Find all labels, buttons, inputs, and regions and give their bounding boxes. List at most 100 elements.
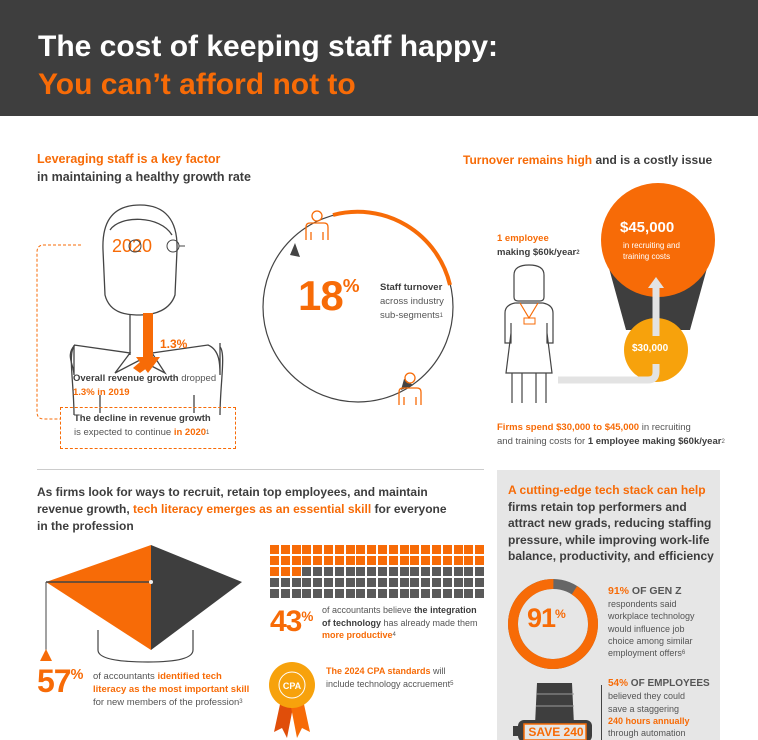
dashed-connector: [36, 244, 81, 420]
grid-cell: [334, 589, 344, 598]
grid-cell: [291, 556, 301, 565]
glasses-2020: 2020: [112, 236, 152, 256]
high-cost-value: $45,000: [620, 219, 675, 236]
grid-cell: [410, 567, 420, 576]
grid-cell: [313, 578, 323, 587]
grid-cell: [313, 567, 323, 576]
grid-cell: [345, 578, 355, 587]
grid-cell: [302, 556, 312, 565]
grid-cell: [377, 578, 387, 587]
grid-cell: [442, 567, 452, 576]
grid-cell: [431, 545, 441, 554]
grid-cell: [323, 545, 333, 554]
graduation-cap-icon: [40, 545, 242, 663]
grid-cell: [410, 545, 420, 554]
grid-cell: [475, 589, 485, 598]
grid-cell: [442, 589, 452, 598]
grid-cell: [270, 545, 279, 554]
grid-cell: [377, 545, 387, 554]
grid-cell: [410, 578, 420, 587]
tech-heading: As firms look for ways to recruit, retai…: [37, 485, 447, 533]
grid-cell: [291, 567, 301, 576]
grid-cell: [367, 545, 377, 554]
growth-heading-orange: Leveraging staff is a key factor: [37, 152, 221, 166]
grid-cell: [356, 589, 366, 598]
watch-display-text: SAVE 240: [528, 725, 584, 739]
grid-cell: [399, 545, 409, 554]
grid-cell: [345, 589, 355, 598]
grid-cell: [291, 545, 301, 554]
person-icon: [305, 210, 329, 240]
stat43-text: of accountants believe the integration o…: [322, 605, 478, 640]
stat57-value: 57%: [37, 663, 84, 699]
grid-cell: [388, 578, 398, 587]
grid-cell: [410, 589, 420, 598]
arrow-label: 1.3%: [160, 337, 188, 351]
grid-cell: [302, 589, 312, 598]
page-title: The cost of keeping staff happy:: [38, 30, 499, 63]
grid-cell: [377, 567, 387, 576]
grid-cell: [367, 567, 377, 576]
grid-cell: [421, 545, 431, 554]
grid-cell: [367, 556, 377, 565]
bracket-line: [601, 685, 602, 740]
grid-cell: [421, 589, 431, 598]
grid-cell: [356, 556, 366, 565]
grid-cell: [313, 545, 323, 554]
grid-cell: [442, 545, 452, 554]
low-cost-circle: [624, 318, 688, 382]
tech-stack-panel: [497, 470, 720, 740]
grid-cell: [453, 578, 463, 587]
grid-cell: [442, 556, 452, 565]
turnover-value: 18%: [298, 272, 360, 319]
grid-cell: [388, 545, 398, 554]
grid-cell: [323, 567, 333, 576]
grid-cell: [302, 567, 312, 576]
man-illustration: 2020: [69, 204, 224, 416]
grid-cell: [302, 545, 312, 554]
grid-cell: [453, 545, 463, 554]
employee-label: 1 employee making $60k/year2: [497, 233, 580, 258]
employees-text: 54% OF EMPLOYEES believed they could save…: [608, 678, 710, 739]
grid-cell: [464, 578, 474, 587]
grid-cell: [280, 589, 290, 598]
grid-cell: [475, 567, 485, 576]
grid-cell: [377, 556, 387, 565]
grid-cell: [291, 589, 301, 598]
grid-cell: [334, 556, 344, 565]
grid-cell: [388, 589, 398, 598]
grid-cell: [464, 545, 474, 554]
down-arrow-icon: [136, 313, 160, 373]
donut-value: 91%: [527, 603, 566, 633]
grid-cell: [334, 578, 344, 587]
grid-cell: [345, 556, 355, 565]
grid-cell: [345, 567, 355, 576]
grid-cell: [399, 578, 409, 587]
grid-cell: [334, 545, 344, 554]
grid-cell: [367, 589, 377, 598]
grid-cell: [421, 567, 431, 576]
grid-cell: [388, 556, 398, 565]
grid-cell: [421, 578, 431, 587]
high-cost-circle: [601, 183, 715, 297]
woman-illustration: [504, 264, 554, 403]
cost-heading: Turnover remains high and is a costly is…: [463, 153, 713, 167]
grid-cell: [453, 567, 463, 576]
grid-cell: [464, 556, 474, 565]
grid-cell: [431, 556, 441, 565]
grid-cell: [367, 578, 377, 587]
grid-cell: [442, 578, 452, 587]
grid-cell: [377, 589, 387, 598]
grid-cell: [323, 556, 333, 565]
grid-cell: [388, 567, 398, 576]
watch-icon: [513, 683, 592, 740]
grid-cell: [475, 578, 485, 587]
grid-cell: [464, 589, 474, 598]
stat57-text: of accountants identified tech literacy …: [93, 671, 250, 708]
grid-cell: [270, 578, 279, 587]
grid-cell: [280, 578, 290, 587]
grid-cell: [431, 578, 441, 587]
grid-cell: [464, 567, 474, 576]
turnover-label: Staff turnover across industry sub-segme…: [380, 282, 444, 321]
page-subtitle: You can’t afford not to: [38, 68, 356, 101]
